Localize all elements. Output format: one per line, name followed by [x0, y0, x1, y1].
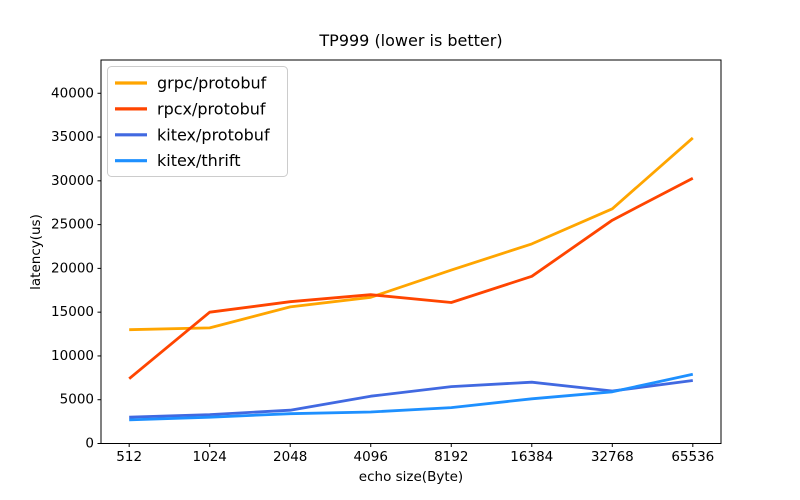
y-tick-label: 15000	[51, 304, 94, 320]
y-tick-label: 10000	[51, 348, 94, 364]
y-tick-label: 20000	[51, 260, 94, 276]
y-axis-label: latency(us)	[28, 214, 44, 290]
legend-label-kitex-thrift: kitex/thrift	[157, 151, 240, 170]
chart-title: TP999 (lower is better)	[319, 31, 503, 50]
y-tick-label: 35000	[51, 129, 94, 145]
series-line-grpc-protobuf	[129, 136, 694, 332]
x-axis-label: echo size(Byte)	[358, 469, 464, 485]
y-tick-label: 0	[85, 436, 94, 452]
y-tick-label: 40000	[51, 85, 94, 101]
series-line-kitex-protobuf	[129, 379, 693, 419]
x-tick-label: 4096	[354, 449, 388, 465]
x-tick-label: 32768	[591, 449, 634, 465]
x-tick-label: 2048	[273, 449, 307, 465]
y-tick-label: 5000	[60, 392, 94, 408]
series-line-kitex-thrift	[129, 372, 694, 422]
y-tick-label: 30000	[51, 173, 94, 189]
series-line-rpcx-protobuf	[128, 176, 694, 380]
x-tick-label: 1024	[193, 449, 227, 465]
legend-label-kitex-protobuf: kitex/protobuf	[157, 125, 270, 144]
x-tick-label: 16384	[510, 449, 553, 465]
legend-box	[107, 66, 288, 177]
x-tick-label: 8192	[434, 449, 468, 465]
legend-label-rpcx-protobuf: rpcx/protobuf	[157, 99, 266, 118]
legend-label-grpc-protobuf: grpc/protobuf	[157, 74, 267, 93]
y-tick-label: 25000	[51, 217, 94, 233]
x-tick-label: 65536	[671, 449, 714, 465]
x-tick-label: 512	[116, 449, 142, 465]
